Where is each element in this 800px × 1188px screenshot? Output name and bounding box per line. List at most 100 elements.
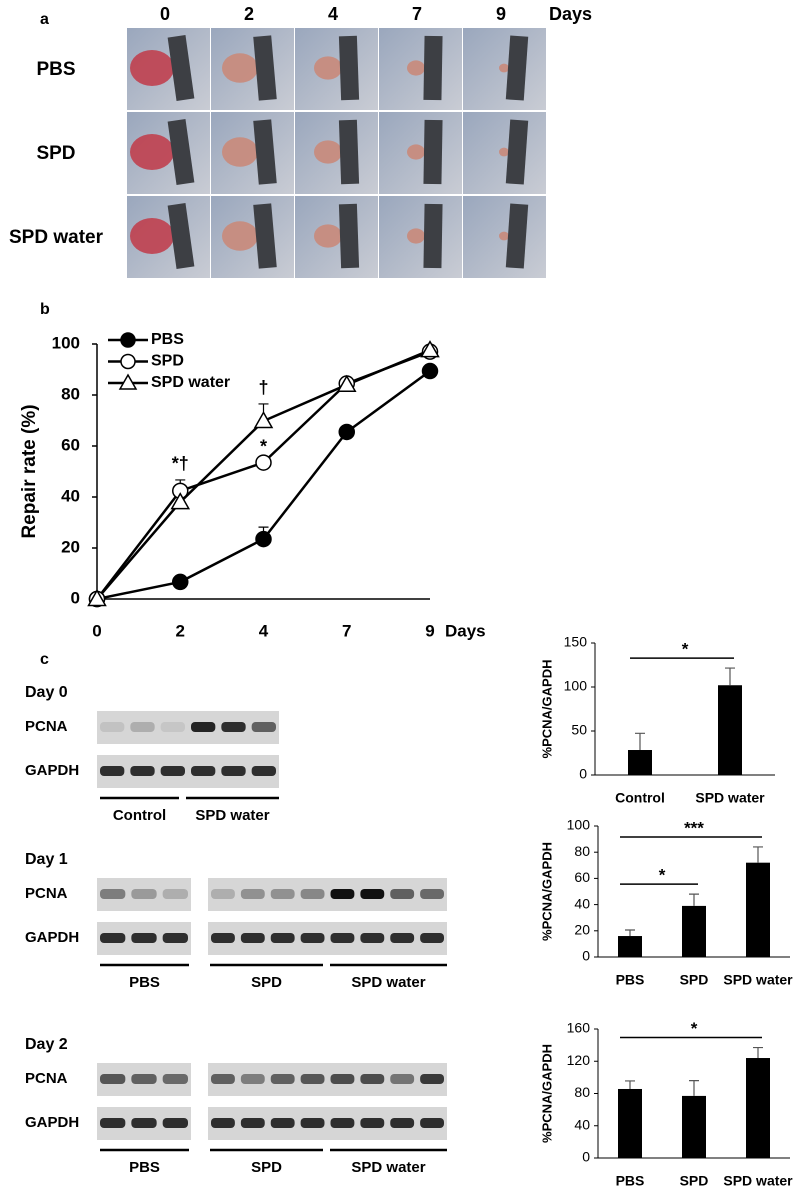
band [211,889,235,899]
x-tick-label: 9 [425,621,434,640]
x-tick-label: SPD [680,1173,709,1188]
band [240,1074,265,1084]
band [162,1074,188,1084]
band [420,1118,444,1128]
group-label: SPD water [351,1159,425,1176]
band [100,766,125,776]
ruler [338,203,360,269]
bar [746,1058,770,1158]
legend-label: SPD water [151,374,230,391]
blot [97,755,279,788]
band [211,1074,235,1084]
y-tick-label: 60 [61,435,80,454]
y-tick-label: 100 [567,817,591,833]
group-label: PBS [129,974,160,991]
column-label: 2 [244,4,254,24]
x-tick-label: 0 [92,621,101,640]
group-label: SPD [251,974,282,991]
x-tick-label: SPD [680,972,709,988]
y-tick-label: 20 [574,922,590,938]
column-label: 9 [496,4,506,24]
blot-label: GAPDH [25,762,79,779]
bar [628,750,652,775]
panel-label: b [40,301,50,318]
day-title: Day 1 [25,851,68,868]
y-axis-label: %PCNA/GAPDH [539,660,554,759]
x-tick-label: Control [615,790,665,806]
error-bar [625,929,635,937]
significance-label: * [682,640,689,659]
row-label: PBS [36,59,75,80]
band [221,722,246,732]
y-axis-label: %PCNA/GAPDH [539,842,554,941]
bar [682,905,706,957]
x-tick-label: PBS [616,1173,645,1188]
band [360,1074,385,1084]
x-tick-label: SPD water [723,1173,793,1188]
ruler [505,119,529,185]
band [240,1118,265,1128]
column-label: 0 [160,4,170,24]
significance-label: * [260,436,267,456]
significance-label: *** [684,818,704,837]
band [100,1118,126,1128]
wound [222,53,258,83]
x-tick-label: PBS [616,972,645,988]
point [255,454,272,471]
unit-label: Days [549,4,592,24]
group-label: Control [113,807,166,824]
band [191,766,216,776]
ruler [423,203,443,269]
point [336,374,357,393]
y-tick-label: 120 [567,1052,591,1068]
band [211,933,235,943]
band [420,889,444,899]
panel-label: a [40,11,49,28]
error-bar [753,1046,763,1059]
ruler [167,203,195,269]
band [162,1118,188,1128]
ruler [505,35,529,101]
significance-label: * [691,1019,698,1038]
x-tick-label: 4 [259,621,269,640]
wound [407,144,425,160]
group-label: PBS [129,1159,160,1176]
y-tick-label: 100 [564,678,588,694]
band [390,889,415,899]
legend-marker [120,353,136,370]
group-label: SPD water [351,974,425,991]
x-tick-label: 7 [342,621,351,640]
y-tick-label: 80 [61,384,80,403]
band [300,889,325,899]
day-title: Day 0 [25,684,68,701]
error-bar [689,1080,699,1096]
x-axis-label: Days [445,621,486,640]
significance-label: † [258,378,268,398]
significance-label: * [659,866,666,885]
legend-label: SPD [151,353,184,370]
band [330,933,355,943]
point [420,340,440,358]
y-tick-label: 0 [582,948,590,964]
group-label: SPD [251,1159,282,1176]
y-tick-label: 100 [52,333,80,352]
blot-label: GAPDH [25,929,79,946]
point [172,573,189,591]
band [270,889,295,899]
band [100,889,126,899]
significance-label: *† [172,454,189,474]
band [211,1118,235,1128]
column-label: 4 [328,4,338,24]
row-label: SPD [36,143,75,164]
band [131,889,157,899]
wound [407,60,425,76]
band [131,1118,157,1128]
wound [130,218,174,254]
band [162,933,188,943]
band [100,933,126,943]
band [390,1118,415,1128]
y-tick-label: 0 [582,1149,590,1165]
ruler [423,119,443,185]
y-tick-label: 20 [61,537,80,556]
